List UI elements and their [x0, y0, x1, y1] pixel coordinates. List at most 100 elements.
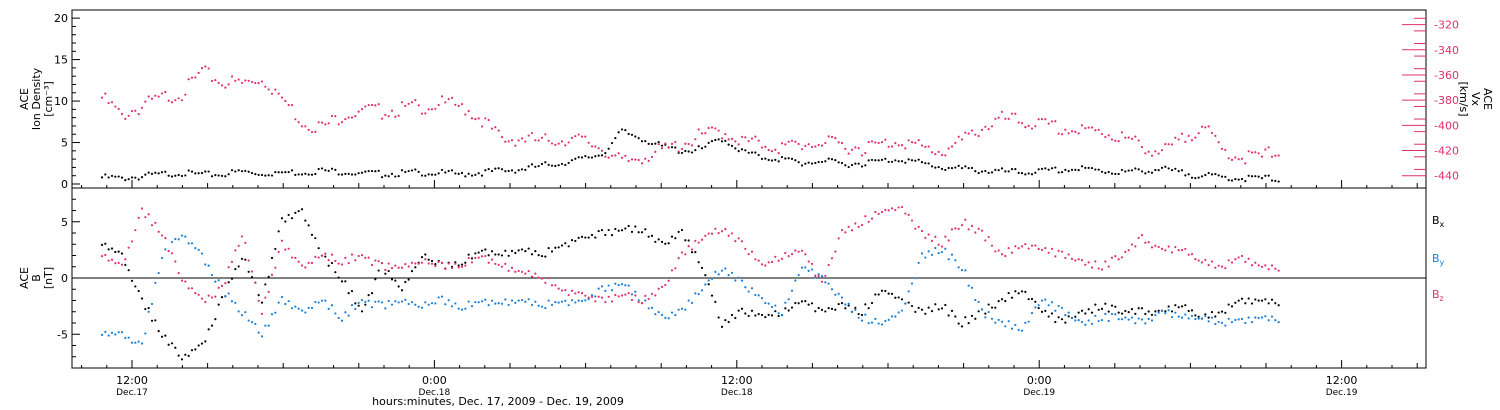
data-point: [724, 267, 727, 270]
data-point: [1194, 317, 1197, 321]
data-point: [754, 314, 757, 317]
data-point: [714, 227, 717, 230]
data-point: [267, 88, 270, 91]
data-point: [220, 296, 224, 299]
data-point: [1097, 168, 1100, 171]
data-point: [217, 303, 220, 306]
data-point: [1240, 317, 1244, 321]
data-point: [397, 301, 400, 304]
data-point: [247, 270, 250, 273]
data-point: [984, 316, 987, 319]
data-point: [900, 160, 904, 163]
data-point: [1257, 264, 1260, 267]
data-point: [890, 160, 894, 163]
data-point: [650, 234, 654, 237]
data-point: [1244, 302, 1247, 305]
data-point: [460, 263, 464, 266]
data-point: [357, 110, 360, 113]
data-point: [360, 310, 364, 313]
data-point: [414, 303, 417, 306]
data-point: [1260, 316, 1264, 319]
data-point: [964, 316, 967, 319]
data-point: [774, 304, 777, 307]
data-point: [1097, 308, 1100, 311]
data-point: [1020, 290, 1024, 293]
data-point: [254, 173, 257, 176]
data-point: [460, 265, 464, 268]
data-point: [1074, 130, 1077, 133]
data-point: [900, 309, 904, 312]
data-point: [230, 75, 234, 78]
data-point: [907, 290, 910, 293]
data-point: [407, 102, 410, 105]
data-point: [1264, 315, 1267, 318]
data-point: [324, 123, 327, 126]
data-point: [1237, 158, 1240, 161]
data-point: [154, 319, 157, 322]
data-point: [390, 303, 394, 306]
data-point: [434, 264, 437, 268]
data-point: [334, 271, 337, 274]
data-point: [1037, 168, 1040, 171]
data-point: [350, 289, 354, 293]
data-point: [700, 147, 704, 150]
data-point: [550, 250, 554, 253]
data-point: [750, 137, 754, 140]
data-point: [337, 262, 340, 265]
data-point: [597, 295, 600, 298]
data-point: [240, 257, 244, 261]
data-point: [1074, 259, 1077, 262]
data-point: [314, 255, 317, 259]
data-point: [210, 324, 214, 327]
data-point: [430, 108, 434, 111]
data-point: [774, 255, 777, 258]
data-point: [937, 165, 940, 169]
data-point: [1100, 132, 1104, 136]
data-point: [114, 175, 117, 178]
data-point: [924, 256, 927, 259]
data-point: [670, 269, 674, 272]
data-point: [1217, 264, 1220, 267]
data-point: [944, 303, 947, 307]
y-axis-label-line: Vx: [1469, 92, 1482, 107]
data-point: [704, 273, 707, 277]
data-point: [467, 256, 470, 260]
data-point: [184, 280, 187, 283]
data-point: [250, 276, 254, 279]
data-point: [450, 169, 454, 172]
data-point: [954, 166, 957, 169]
x-tick-date-label: Dec.19: [1326, 388, 1358, 398]
data-point: [1134, 322, 1137, 325]
data-point: [570, 289, 574, 292]
data-point: [1234, 301, 1237, 304]
data-point: [1274, 179, 1277, 182]
data-point: [220, 174, 224, 177]
data-point: [1164, 249, 1167, 252]
data-point: [1137, 168, 1140, 171]
data-point: [157, 330, 160, 333]
data-point: [1030, 297, 1034, 301]
data-point: [217, 81, 220, 84]
data-point: [280, 96, 284, 99]
data-point: [1187, 253, 1190, 256]
data-point: [864, 313, 867, 316]
data-point: [1264, 298, 1267, 301]
y-tick-label-left: 0: [61, 178, 68, 191]
data-point: [124, 263, 127, 266]
data-point: [510, 169, 514, 172]
data-point: [200, 297, 204, 300]
data-point: [274, 171, 277, 174]
data-point: [340, 121, 344, 124]
data-point: [1194, 314, 1197, 317]
data-point: [597, 154, 600, 157]
data-point: [494, 262, 497, 265]
data-point: [547, 299, 550, 302]
data-point: [830, 288, 834, 291]
data-point: [1180, 248, 1184, 252]
data-point: [134, 109, 137, 112]
data-point: [784, 251, 787, 255]
data-point: [1174, 167, 1177, 170]
data-point: [847, 152, 850, 155]
data-point: [1170, 251, 1174, 254]
data-point: [484, 117, 487, 120]
